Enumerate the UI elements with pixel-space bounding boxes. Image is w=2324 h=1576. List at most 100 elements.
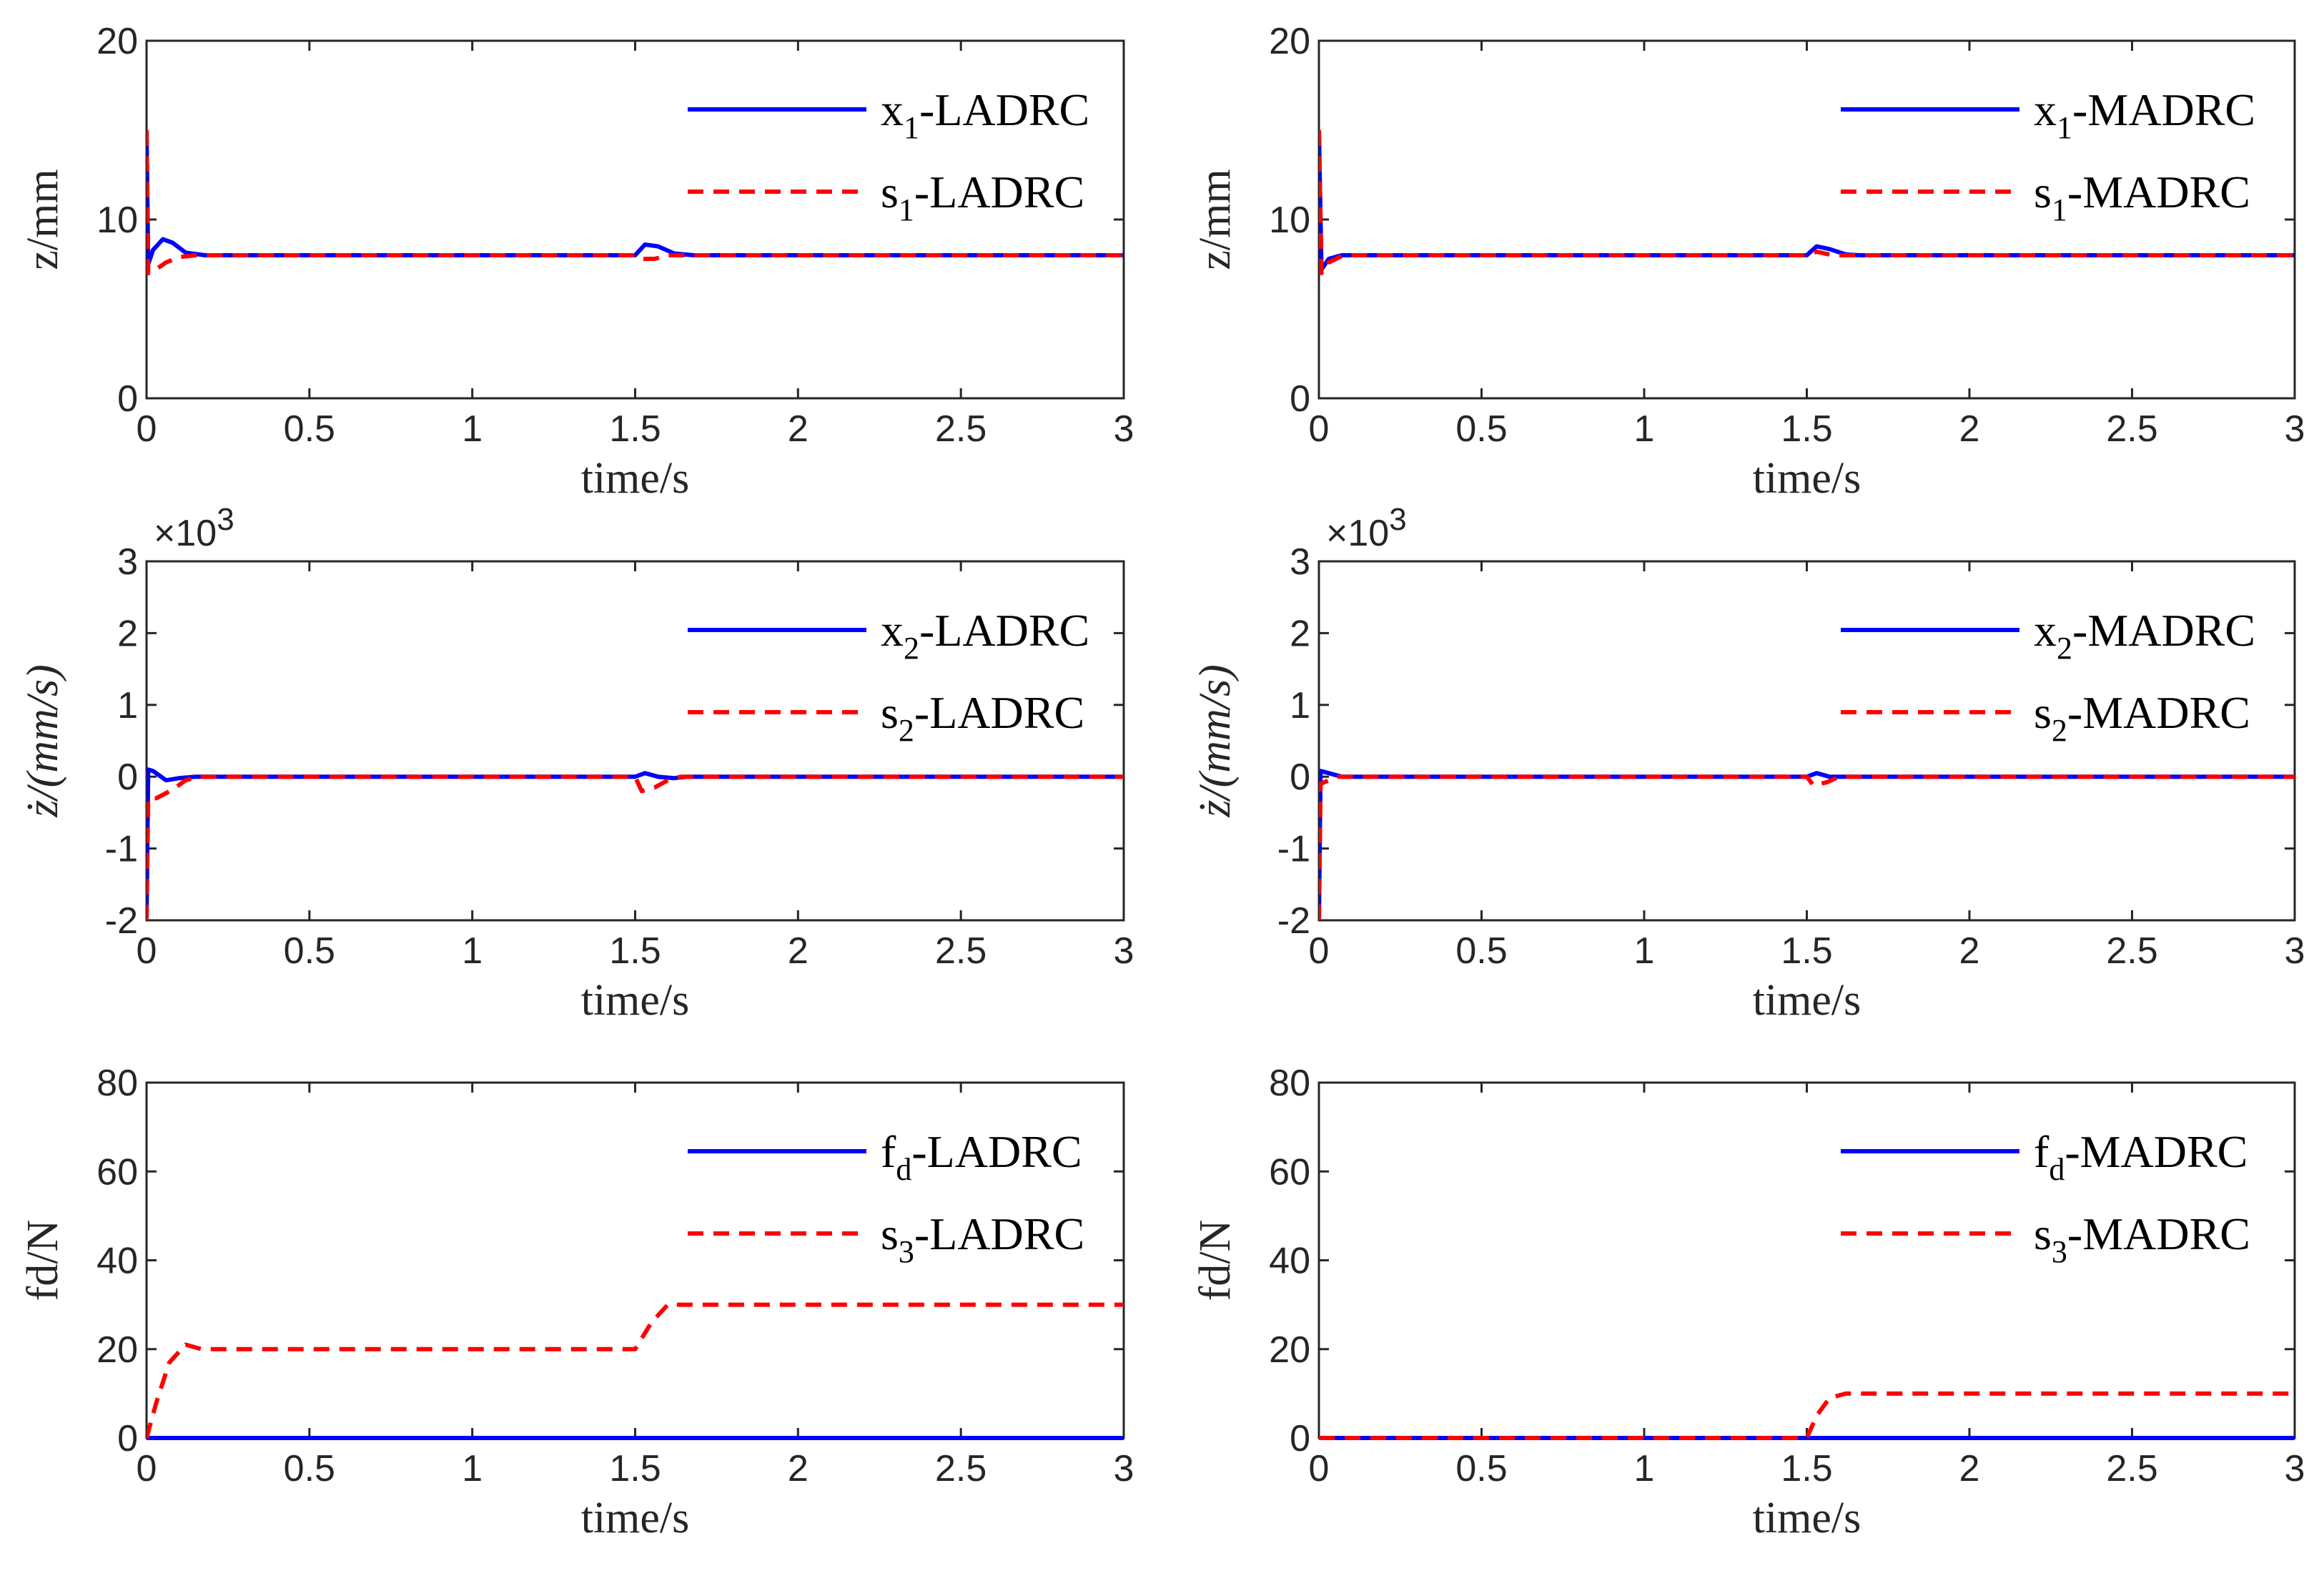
- y-tick-label: -1: [105, 829, 138, 870]
- legend-entry: x2-MADRC: [2034, 605, 2255, 666]
- x-tick-label: 0: [1309, 408, 1330, 450]
- y-axis-label: ż/(mm/s): [19, 664, 67, 818]
- y-exponent-label: ×103: [1326, 502, 1407, 554]
- legend-entry: x1-LADRC: [881, 84, 1089, 145]
- x-tick-label: 3: [2285, 930, 2305, 972]
- x-tick-label: 1: [1634, 1448, 1655, 1489]
- y-tick-label: -2: [105, 900, 138, 942]
- legend-entry: s1-LADRC: [881, 167, 1084, 227]
- x-tick-label: 0: [137, 408, 157, 450]
- legend-entry: fd-LADRC: [881, 1126, 1082, 1187]
- plot-area: [145, 560, 1125, 922]
- x-tick-label: 0: [1309, 1448, 1330, 1489]
- x-tick-label: 1.5: [1781, 408, 1832, 450]
- subplot-6: 0 0.5 1 1.5 2 2.5 3 0 20 40 60 80 time/s fd/N fd-MADRC…: [1191, 1063, 2305, 1542]
- x-tick-label: 3: [1114, 930, 1134, 972]
- legend-entry: s2-LADRC: [881, 687, 1084, 748]
- y-tick-label: 60: [1269, 1151, 1310, 1193]
- x-tick-label: 3: [2285, 408, 2305, 450]
- x-tick-label: 1.5: [609, 1448, 661, 1489]
- y-tick-label: -2: [1277, 900, 1310, 942]
- y-tick-label: 10: [1269, 200, 1310, 241]
- y-tick-label: 60: [97, 1151, 138, 1193]
- series-line-s2: [147, 774, 1124, 921]
- plot-area: [1317, 1081, 2296, 1439]
- subplot-4: 0 0.5 1 1.5 2 2.5 3 -2 -1 0 1 2 3 ×103 time/s ż/(mm/s) x…: [1191, 502, 2305, 1025]
- x-tick-label: 0.5: [1455, 408, 1507, 450]
- y-tick-label: 20: [1269, 21, 1310, 62]
- x-tick-label: 2: [1959, 930, 1980, 972]
- y-tick-label: 0: [1290, 1418, 1310, 1459]
- x-tick-label: 0: [137, 1448, 157, 1489]
- x-tick-label: 0.5: [284, 408, 335, 450]
- y-tick-label: 3: [1290, 541, 1310, 583]
- x-tick-label: 2: [788, 930, 809, 972]
- x-tick-label: 2: [1959, 408, 1980, 450]
- series-group: [147, 1302, 1124, 1440]
- plot-area: [145, 39, 1125, 400]
- x-tick-label: 2.5: [935, 930, 987, 972]
- x-tick-label: 3: [1114, 1448, 1134, 1489]
- x-tick-label: 1.5: [1781, 930, 1832, 972]
- y-tick-label: 10: [97, 200, 138, 241]
- y-tick-label: 0: [117, 378, 138, 420]
- x-tick-label: 1: [1634, 408, 1655, 450]
- y-tick-label: 40: [1269, 1241, 1310, 1282]
- legend-entry: s3-LADRC: [881, 1208, 1084, 1269]
- x-tick-label: 1: [1634, 930, 1655, 972]
- legend-entry: x2-LADRC: [881, 605, 1089, 666]
- y-tick-label: 2: [117, 613, 138, 654]
- legend-entry: x1-MADRC: [2034, 84, 2255, 145]
- series-line-s2: [1319, 774, 2295, 921]
- x-axis-label: time/s: [1753, 454, 1861, 503]
- series-group: [147, 767, 1124, 921]
- y-tick-label: 20: [97, 1329, 138, 1371]
- x-tick-label: 2.5: [935, 408, 987, 450]
- x-tick-label: 1.5: [609, 408, 661, 450]
- series-group: [1319, 129, 2295, 275]
- series-line-s3: [147, 1302, 1124, 1439]
- x-tick-label: 0.5: [1455, 1448, 1507, 1489]
- series-group: [1319, 1391, 2295, 1440]
- y-exponent-label: ×103: [154, 502, 234, 554]
- x-axis-label: time/s: [581, 454, 690, 503]
- y-axis-label: z/mm: [19, 169, 67, 270]
- subplot-1: 0 0.5 1 1.5 2 2.5 3 0 10 20 time/s z/mm x1-LADRC s1-L…: [19, 21, 1134, 503]
- y-tick-label: 0: [117, 1418, 138, 1459]
- y-tick-label: 3: [117, 541, 138, 583]
- x-tick-label: 0.5: [284, 1448, 335, 1489]
- y-tick-label: 2: [1290, 613, 1310, 654]
- x-tick-label: 0: [1309, 930, 1330, 972]
- x-tick-label: 3: [2285, 1448, 2305, 1489]
- y-tick-label: 80: [97, 1063, 138, 1104]
- y-tick-label: 1: [1290, 685, 1310, 727]
- subplot-2: 0 0.5 1 1.5 2 2.5 3 0 10 20 time/s z/mm x1-MADRC s1-M…: [1191, 21, 2305, 503]
- y-tick-label: -1: [1277, 829, 1310, 870]
- x-tick-label: 1.5: [609, 930, 661, 972]
- x-axis-label: time/s: [1753, 1494, 1861, 1542]
- x-tick-label: 2.5: [2106, 1448, 2157, 1489]
- series-line-s1: [1319, 129, 2295, 275]
- x-tick-label: 3: [1114, 408, 1134, 450]
- x-tick-label: 0: [137, 930, 157, 972]
- x-axis-label: time/s: [1753, 976, 1861, 1025]
- y-tick-label: 0: [1290, 757, 1310, 798]
- y-tick-label: 0: [1290, 378, 1310, 420]
- x-tick-label: 2.5: [2106, 408, 2157, 450]
- y-tick-label: 40: [97, 1241, 138, 1282]
- x-tick-label: 2.5: [935, 1448, 987, 1489]
- series-line-s1: [147, 129, 1124, 275]
- y-axis-label: fd/N: [19, 1220, 67, 1301]
- legend-entry: s3-MADRC: [2034, 1208, 2250, 1269]
- series-group: [1319, 769, 2295, 921]
- series-line-s3: [1319, 1391, 2295, 1440]
- x-tick-label: 0.5: [284, 930, 335, 972]
- subplot-3: 0 0.5 1 1.5 2 2.5 3 -2 -1 0 1 2 3 ×103 time/s ż/(mm/s) x…: [19, 502, 1134, 1025]
- x-tick-label: 1.5: [1781, 1448, 1832, 1489]
- x-axis-label: time/s: [581, 1494, 690, 1542]
- y-tick-label: 20: [1269, 1329, 1310, 1371]
- legend-entry: s1-MADRC: [2034, 167, 2250, 227]
- series-group: [147, 129, 1124, 275]
- y-axis-label: fd/N: [1191, 1220, 1240, 1301]
